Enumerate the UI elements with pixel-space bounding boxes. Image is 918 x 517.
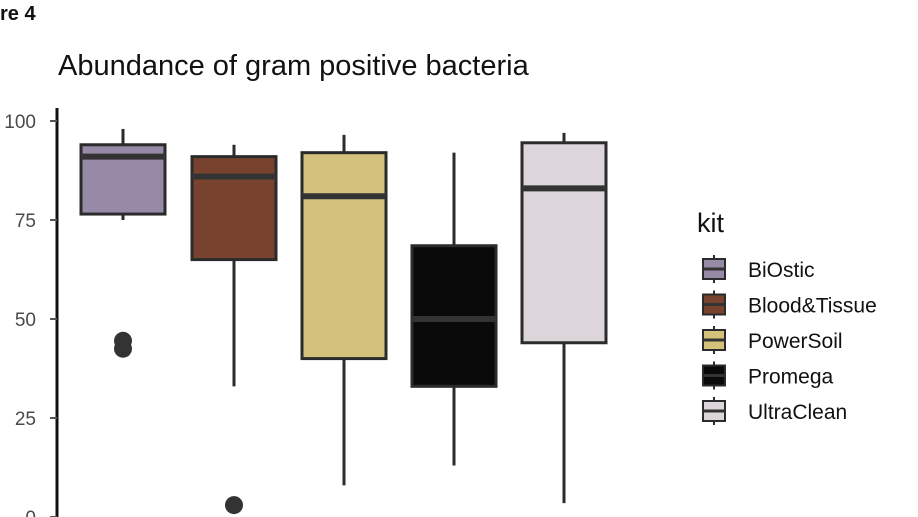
- figure-label: re 4: [0, 3, 36, 25]
- legend-label: BiOstic: [748, 259, 815, 282]
- legend-label: UltraClean: [748, 401, 847, 424]
- box-biostic: [79, 128, 167, 358]
- legend-title: kit: [697, 208, 724, 238]
- box-iqr: [520, 141, 608, 345]
- outlier-point: [114, 331, 132, 350]
- box-iqr: [300, 151, 388, 361]
- y-tick-label: 0: [25, 508, 36, 517]
- box-promega: [410, 152, 498, 466]
- box-blood-tissue: [190, 144, 278, 515]
- box-iqr: [190, 155, 278, 262]
- legend: kit BiOstic Blood&Tissue PowerSoil Promega Ul…: [697, 208, 877, 425]
- legend-label: Promega: [748, 366, 834, 389]
- legend-label: PowerSoil: [748, 330, 843, 353]
- box-powersoil: [300, 134, 388, 486]
- box-ultraclean: [520, 132, 608, 504]
- legend-key: [702, 255, 726, 283]
- legend-key: [702, 361, 726, 390]
- y-tick-label: 75: [15, 211, 36, 232]
- y-axis: 0 25 50 75 100: [4, 108, 59, 517]
- legend-key: [702, 290, 726, 319]
- legend-key: [702, 397, 726, 425]
- legend-label: Blood&Tissue: [748, 295, 877, 318]
- outlier-point: [225, 496, 243, 515]
- boxes: [79, 128, 608, 515]
- chart-title: Abundance of gram positive bacteria: [58, 50, 529, 82]
- y-tick-label: 25: [15, 409, 36, 430]
- legend-key: [702, 326, 726, 354]
- y-tick-label: 100: [4, 112, 36, 133]
- y-tick-label: 50: [15, 310, 36, 331]
